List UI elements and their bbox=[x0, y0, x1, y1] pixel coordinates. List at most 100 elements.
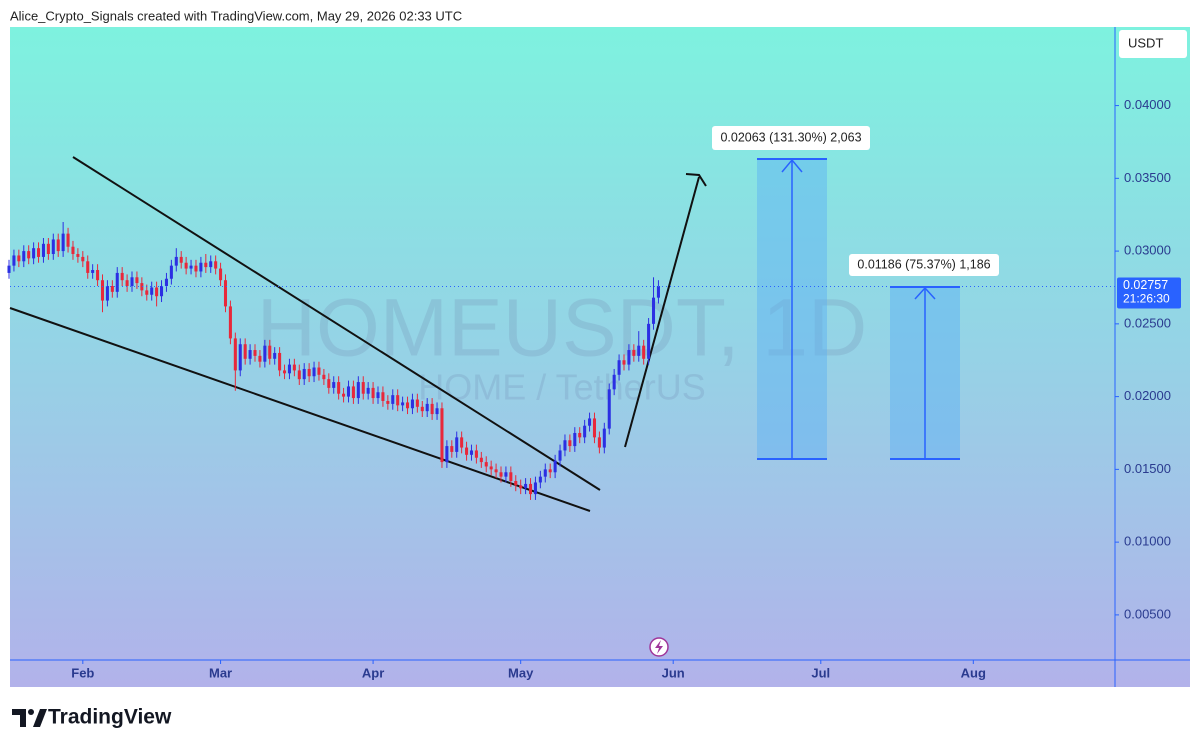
candle-body bbox=[179, 256, 183, 263]
candle-body bbox=[61, 233, 65, 252]
watermark: HOMEUSDT, 1D bbox=[257, 283, 868, 374]
x-tick-label: Aug bbox=[961, 665, 986, 680]
candle-body bbox=[460, 437, 464, 448]
candle-body bbox=[307, 368, 311, 377]
last-price-label: 0.02757 bbox=[1123, 278, 1168, 292]
candle-body bbox=[145, 290, 149, 295]
wedge-lower-line[interactable] bbox=[9, 307, 591, 512]
candle-body bbox=[209, 261, 213, 268]
annotation: 0.02063 (131.30%) 2,063 bbox=[720, 130, 861, 144]
x-tick-label: Jun bbox=[662, 665, 685, 680]
candle-body bbox=[612, 374, 616, 390]
candle-body bbox=[174, 256, 178, 266]
candle-body bbox=[514, 481, 518, 486]
candle-body bbox=[46, 243, 50, 255]
candle-body bbox=[51, 239, 55, 255]
logo-mark bbox=[12, 709, 26, 727]
trend-arrow[interactable] bbox=[624, 176, 700, 448]
candle-body bbox=[327, 379, 331, 388]
candle-body bbox=[140, 283, 144, 291]
candle-body bbox=[287, 364, 291, 374]
candle-body bbox=[435, 408, 439, 415]
candle-body bbox=[602, 428, 606, 448]
candle-body bbox=[656, 286, 660, 298]
candles bbox=[7, 221, 660, 500]
last-price-box bbox=[1117, 277, 1181, 309]
candle-body bbox=[450, 446, 454, 452]
annotation: 0.01186 (75.37%) 1,186 bbox=[857, 257, 990, 271]
candle-body bbox=[223, 280, 228, 307]
candle-body bbox=[568, 440, 572, 447]
annotation-box bbox=[849, 254, 999, 276]
candle-body bbox=[415, 399, 419, 407]
candle-body bbox=[263, 345, 267, 362]
candle-body bbox=[96, 270, 100, 281]
candle-body bbox=[169, 265, 173, 279]
watermark-subtitle: HOME / TetherUS bbox=[418, 367, 705, 408]
candle-body bbox=[524, 483, 528, 489]
candle-body bbox=[91, 270, 95, 273]
candle-body bbox=[204, 262, 208, 268]
candle-body bbox=[238, 344, 242, 371]
candle-body bbox=[474, 450, 478, 458]
candle-body bbox=[32, 248, 36, 259]
logo-dot bbox=[28, 709, 34, 715]
candle-body bbox=[479, 457, 483, 463]
candle-body bbox=[376, 392, 380, 399]
candle-body bbox=[194, 265, 198, 272]
candle-body bbox=[7, 265, 11, 273]
candle-body bbox=[371, 387, 375, 399]
candle-body bbox=[469, 450, 474, 455]
candle-body bbox=[184, 262, 188, 269]
candle-body bbox=[366, 387, 370, 394]
candle-body bbox=[337, 382, 341, 394]
candle-body bbox=[292, 364, 296, 371]
target-arrow-head bbox=[914, 286, 936, 300]
currency-box[interactable] bbox=[1119, 30, 1187, 58]
candle-body bbox=[150, 287, 154, 295]
candle-body bbox=[297, 370, 301, 380]
candle-body bbox=[445, 446, 449, 463]
candle-body bbox=[617, 360, 621, 375]
wedge-upper-line[interactable] bbox=[72, 156, 601, 491]
candle-body bbox=[278, 352, 282, 371]
x-tick-label: Jul bbox=[811, 665, 830, 680]
candle-body bbox=[504, 472, 508, 477]
candle-body bbox=[647, 323, 651, 359]
candle-body bbox=[386, 400, 390, 404]
countdown: 21:26:30 bbox=[1123, 292, 1170, 306]
candle-body bbox=[66, 233, 70, 247]
candle-body bbox=[642, 345, 646, 359]
candle-body bbox=[253, 350, 257, 356]
candle-body bbox=[607, 389, 611, 429]
trend-arrow-head bbox=[685, 173, 707, 187]
candle-body bbox=[410, 399, 414, 409]
candle-body bbox=[155, 287, 159, 297]
x-tick-label: May bbox=[508, 665, 534, 680]
candle-body bbox=[627, 350, 631, 365]
candle-body bbox=[125, 280, 129, 287]
logo-text: TradingView bbox=[48, 706, 172, 729]
candle-body bbox=[120, 272, 124, 281]
candle-body bbox=[509, 472, 513, 482]
candle-body bbox=[115, 272, 119, 292]
candle-body bbox=[273, 352, 277, 359]
candle-body bbox=[100, 280, 105, 301]
candle-body bbox=[361, 382, 365, 394]
candle-body bbox=[356, 382, 360, 399]
candle-body bbox=[528, 483, 533, 495]
candle-body bbox=[233, 338, 237, 371]
candle-body bbox=[420, 406, 424, 412]
candle-body bbox=[597, 437, 601, 448]
header-text: Alice_Crypto_Signals created with Tradin… bbox=[10, 8, 462, 23]
candle-body bbox=[489, 466, 493, 470]
candle-body bbox=[494, 469, 498, 473]
candle-body bbox=[632, 350, 636, 356]
x-tick-label: Apr bbox=[362, 665, 384, 680]
target-arrow-head bbox=[781, 158, 803, 173]
candle-body bbox=[164, 278, 168, 287]
candle-body bbox=[86, 261, 90, 273]
candle-body bbox=[533, 482, 537, 495]
candle-body bbox=[592, 418, 597, 438]
candle-body bbox=[322, 374, 326, 380]
